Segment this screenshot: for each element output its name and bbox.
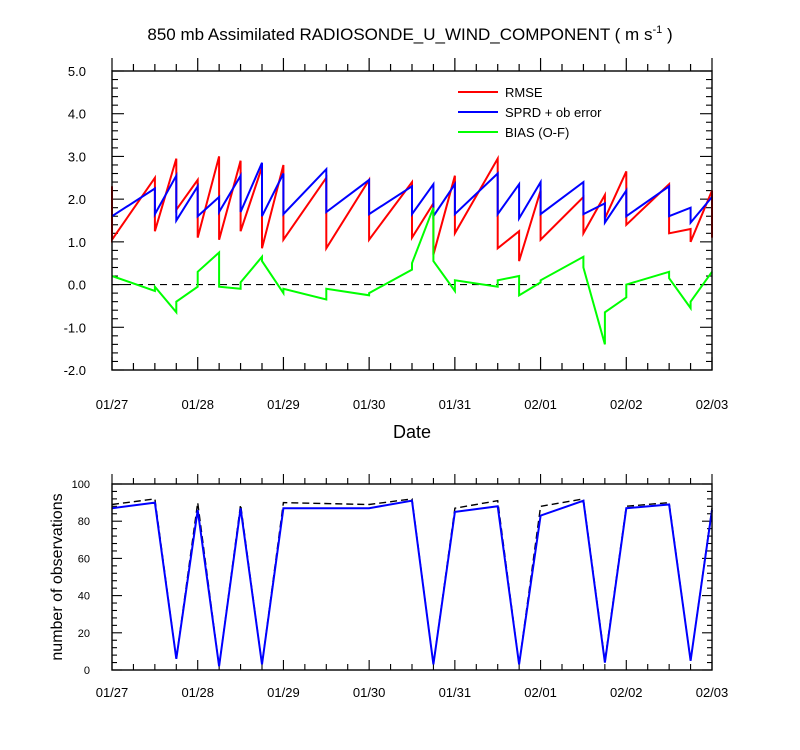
top-chart-axes (111, 58, 713, 371)
x-tick-label: 01/29 (267, 397, 300, 412)
top-chart: 01/27 01/28 01/29 01/30 01/31 02/01 02/02 02/03… (64, 58, 729, 442)
bottom-chart: 01/27 01/28 01/29 01/30 01/31 02/01 02/02 02/03… (49, 474, 728, 700)
legend-label: RMSE (505, 85, 543, 100)
chart-title: 850 mb Assimilated RADIOSONDE_U_WIND_COM… (147, 24, 672, 44)
x-tick-label: 01/28 (181, 685, 214, 700)
x-tick-label: 02/01 (524, 685, 557, 700)
y-tick-label: 1.0 (68, 235, 86, 250)
series-line-bias-o-f (111, 207, 713, 345)
x-tick-label: 01/28 (181, 397, 214, 412)
top-chart-series (111, 154, 713, 345)
series-line-rmse (111, 154, 713, 262)
legend: RMSE SPRD + ob error BIAS (O-F) (458, 85, 602, 140)
y-tick-label: 0.0 (68, 278, 86, 293)
x-tick-label: 01/31 (439, 397, 472, 412)
legend-label: SPRD + ob error (505, 105, 602, 120)
y-tick-label: 40 (78, 591, 90, 603)
top-chart-tick-labels: 01/27 01/28 01/29 01/30 01/31 02/01 02/02 02/03… (64, 64, 729, 412)
x-axis-label: Date (393, 422, 431, 442)
x-tick-label: 02/02 (610, 685, 643, 700)
x-tick-label: 02/03 (696, 685, 729, 700)
x-tick-label: 02/01 (524, 397, 557, 412)
top-plot-frame (111, 70, 713, 371)
bottom-chart-series (111, 498, 713, 667)
y-tick-label: 20 (78, 628, 90, 640)
chart-title-superscript: -1 (652, 24, 662, 36)
x-tick-label: 01/30 (353, 397, 386, 412)
series-line-possible-observations (111, 498, 713, 667)
series-line-sprd-ob-error (111, 162, 713, 226)
y-tick-label: 80 (78, 516, 90, 528)
x-tick-label: 02/02 (610, 397, 643, 412)
x-tick-label: 02/03 (696, 397, 729, 412)
x-tick-label: 01/30 (353, 685, 386, 700)
y-tick-label: 60 (78, 553, 90, 565)
y-tick-label: 3.0 (68, 149, 86, 164)
legend-label: BIAS (O-F) (505, 125, 569, 140)
y-axis-label: number of observations (49, 493, 66, 660)
bottom-plot-frame (111, 483, 713, 671)
y-tick-label: 5.0 (68, 64, 86, 79)
y-tick-label: 2.0 (68, 192, 86, 207)
x-tick-label: 01/29 (267, 685, 300, 700)
y-tick-label: -2.0 (64, 363, 86, 378)
y-tick-label: 100 (72, 479, 90, 491)
x-tick-label: 01/27 (96, 685, 129, 700)
y-tick-label: 0 (84, 665, 90, 677)
chart-title-close: ) (662, 25, 672, 44)
bottom-chart-tick-labels: 01/27 01/28 01/29 01/30 01/31 02/01 02/02 02/03… (72, 479, 729, 700)
x-tick-label: 01/27 (96, 397, 129, 412)
series-line-assimilated-observations (111, 499, 713, 667)
y-tick-label: -1.0 (64, 320, 86, 335)
y-tick-label: 4.0 (68, 107, 86, 122)
x-tick-label: 01/31 (439, 685, 472, 700)
chart-title-main: 850 mb Assimilated RADIOSONDE_U_WIND_COM… (147, 25, 652, 44)
